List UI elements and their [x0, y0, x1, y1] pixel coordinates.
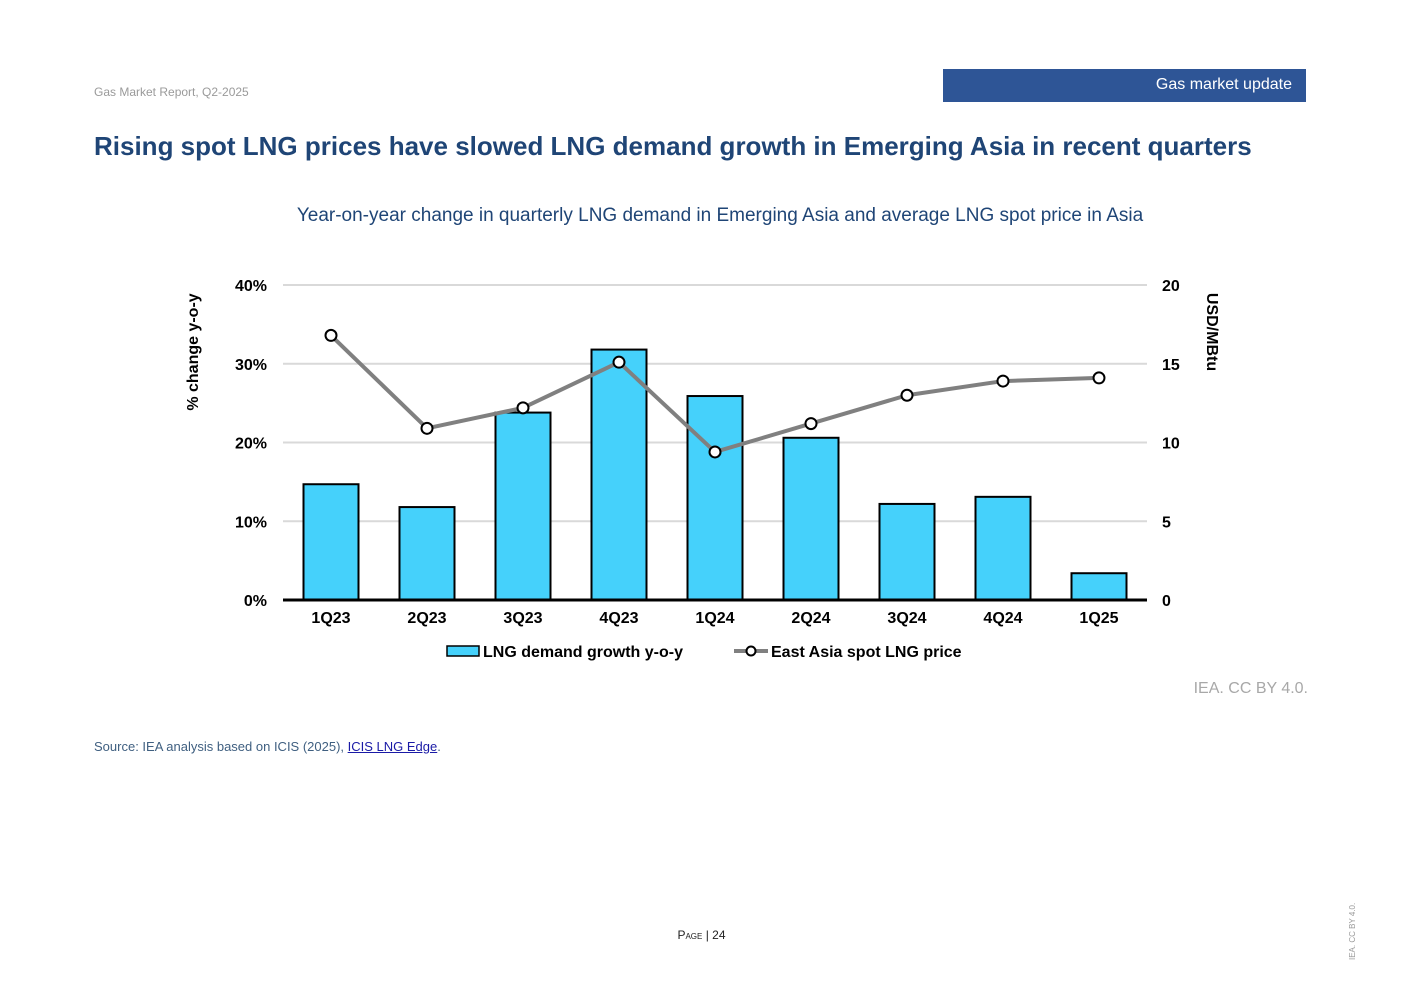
- credit-note: IEA. CC BY 4.0.: [1193, 680, 1308, 697]
- legend-swatch-marker: [745, 645, 757, 657]
- x-tick-label: 2Q23: [407, 610, 446, 627]
- legend-label-line: East Asia spot LNG price: [771, 644, 962, 661]
- y-axis-title-left: % change y-o-y: [185, 293, 202, 410]
- y-tick-label-left: 30%: [235, 357, 267, 374]
- source-link[interactable]: ICIS LNG Edge: [347, 739, 438, 754]
- bar: [398, 506, 456, 602]
- y-tick-label-right: 20: [1162, 278, 1180, 295]
- y-tick-label-right: 5: [1162, 514, 1171, 531]
- x-tick-label: 2Q24: [791, 610, 830, 627]
- bar: [302, 483, 360, 601]
- price-point: [1092, 371, 1106, 385]
- page-title: Rising spot LNG prices have slowed LNG d…: [94, 131, 1252, 161]
- legend-swatch-bar: [446, 645, 480, 657]
- price-point: [804, 417, 818, 431]
- section-banner: Gas market update: [943, 69, 1306, 102]
- bar: [590, 348, 648, 602]
- bar: [782, 436, 840, 601]
- price-point: [324, 328, 338, 342]
- bar: [1070, 572, 1128, 601]
- legend-label-bar: LNG demand growth y-o-y: [483, 644, 683, 661]
- source-prefix: Source: IEA analysis based on ICIS (2025…: [94, 739, 348, 754]
- price-point: [516, 401, 530, 415]
- price-point: [900, 388, 914, 402]
- x-tick-label: 1Q24: [695, 610, 734, 627]
- x-tick-label: 1Q23: [311, 610, 350, 627]
- page-word: Page: [677, 928, 703, 942]
- bar: [878, 502, 936, 601]
- y-tick-label-right: 0: [1162, 593, 1171, 610]
- side-license-note: IEA. CC BY 4.0.: [1348, 902, 1357, 960]
- page-number: Page | 24: [0, 928, 1403, 942]
- bar: [974, 495, 1032, 601]
- report-name: Gas Market Report, Q2-2025: [94, 85, 249, 99]
- section-label: Gas market update: [1155, 76, 1292, 93]
- x-tick-label: 3Q24: [887, 610, 926, 627]
- y-tick-label-right: 10: [1162, 436, 1180, 453]
- price-point: [708, 445, 722, 459]
- price-point: [420, 421, 434, 435]
- x-tick-label: 4Q24: [983, 610, 1022, 627]
- chart-title: Year-on-year change in quarterly LNG dem…: [296, 205, 1144, 226]
- y-tick-label-left: 40%: [235, 278, 267, 295]
- x-tick-label: 3Q23: [503, 610, 542, 627]
- y-tick-label-left: 10%: [235, 514, 267, 531]
- y-tick-label-right: 15: [1162, 357, 1180, 374]
- x-tick-label: 4Q23: [599, 610, 638, 627]
- price-point: [996, 374, 1010, 388]
- y-axis-title-right: USD/MBtu: [1203, 293, 1220, 371]
- source-note: Source: IEA analysis based on ICIS (2025…: [94, 739, 441, 754]
- page-number-value: | 24: [705, 928, 726, 942]
- x-tick-label: 1Q25: [1079, 610, 1118, 627]
- source-suffix: .: [437, 739, 441, 754]
- bar: [686, 395, 744, 601]
- price-point: [612, 355, 626, 369]
- bar: [494, 411, 552, 602]
- y-tick-label-left: 0%: [244, 593, 267, 610]
- y-tick-label-left: 20%: [235, 436, 267, 453]
